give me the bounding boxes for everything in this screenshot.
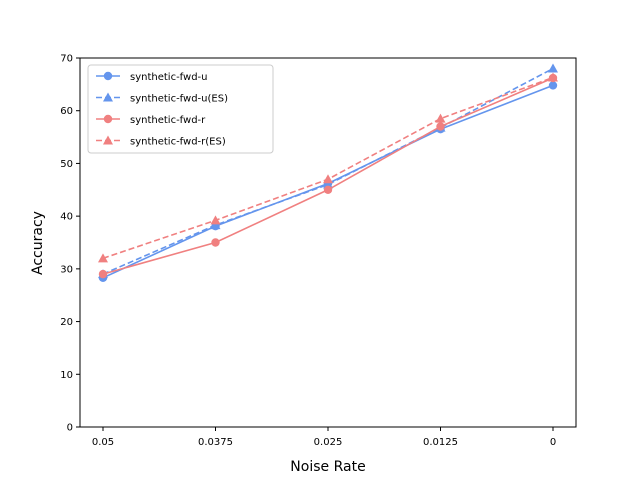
legend: synthetic-fwd-u synthetic-fwd-u(ES) synthe… <box>87 64 274 154</box>
legend-swatch-point <box>103 135 113 145</box>
legend-item: synthetic-fwd-r <box>96 114 206 126</box>
series-line-synthetic-fwd-u-es <box>102 67 554 275</box>
y-tick-label: 50 <box>60 159 73 170</box>
legend-label: synthetic-fwd-r <box>130 115 206 126</box>
legend-box <box>87 64 274 154</box>
series-synthetic-fwd-u-es-point <box>323 179 333 189</box>
x-tick-label: 0.0375 <box>198 437 233 448</box>
series-synthetic-fwd-r-es-point <box>548 72 558 82</box>
x-tick-label: 0.025 <box>314 437 343 448</box>
legend-item: synthetic-fwd-u <box>96 71 208 83</box>
legend-label: synthetic-fwd-r(ES) <box>130 137 226 148</box>
series-synthetic-fwd-u-es-point <box>210 220 221 230</box>
series-synthetic-fwd-u-es-point <box>548 63 558 73</box>
series-synthetic-fwd-r-point <box>436 122 445 131</box>
x-axis-label: Noise Rate <box>290 459 365 475</box>
series-marks <box>98 63 558 283</box>
series-synthetic-fwd-r-point <box>211 238 220 247</box>
legend-swatch-point <box>103 114 113 124</box>
y-tick-label: 30 <box>60 264 73 275</box>
y-tick-label: 70 <box>60 54 73 65</box>
series-synthetic-fwd-r-point <box>323 185 333 194</box>
series-synthetic-fwd-r-es <box>98 72 558 263</box>
series-synthetic-fwd-r-es-point <box>435 113 446 123</box>
y-tick-label: 20 <box>60 317 73 328</box>
y-tick-label: 40 <box>60 212 73 223</box>
legend-item: synthetic-fwd-u(ES) <box>96 92 228 105</box>
y-tick-label: 0 <box>67 423 73 434</box>
x-tick-label: 0.05 <box>92 437 114 448</box>
y-tick-label: 10 <box>60 370 73 381</box>
series-synthetic-fwd-r-es-point <box>98 253 108 263</box>
y-axis-label: Accuracy <box>30 211 46 275</box>
series-synthetic-fwd-u-point <box>548 81 558 90</box>
y-tick-label: 60 <box>60 106 73 117</box>
series-synthetic-fwd-r-es-point <box>323 174 333 184</box>
legend-swatch-point <box>103 92 113 102</box>
legend-item: synthetic-fwd-r(ES) <box>96 135 226 148</box>
axes: 0.05 0.0375 0.025 0.0125 0 0 10 20 30 40 50 60 70 <box>60 54 556 449</box>
x-tick-label: 0.0125 <box>423 437 458 448</box>
series-synthetic-fwd-r-point <box>98 269 108 279</box>
legend-label: synthetic-fwd-u(ES) <box>130 94 228 105</box>
legend-swatch-point <box>103 71 113 81</box>
legend-label: synthetic-fwd-u <box>130 72 208 83</box>
x-tick-label: 0 <box>550 437 556 448</box>
series-synthetic-fwd-r-es-point <box>210 215 221 225</box>
